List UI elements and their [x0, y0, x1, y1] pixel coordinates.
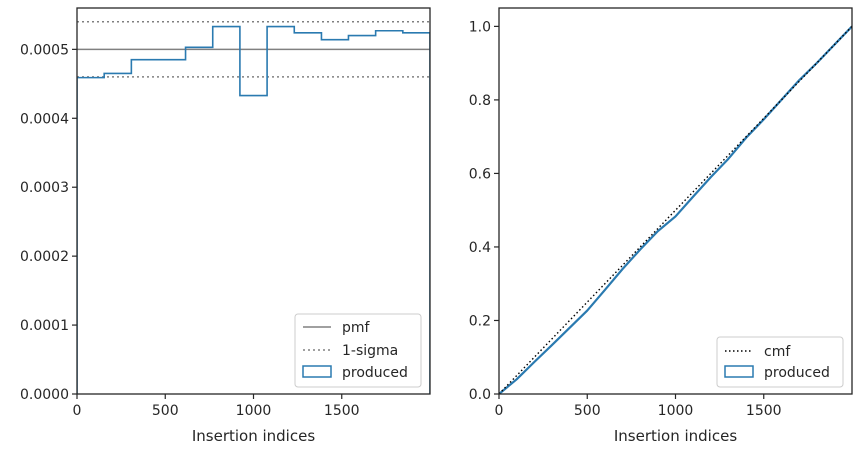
y-tick-label: 0.0 [469, 387, 491, 403]
plot-area [499, 25, 852, 394]
y-tick-label: 0.2 [469, 313, 491, 329]
x-tick-label: 0 [495, 403, 504, 419]
x-tick-label: 1500 [324, 403, 360, 419]
y-tick-label: 0.6 [469, 166, 491, 182]
x-tick-label: 1500 [746, 403, 782, 419]
cmf-line [499, 25, 852, 394]
x-tick-label: 500 [574, 403, 601, 419]
legend-box [716, 336, 844, 388]
x-tick-label: 1000 [236, 403, 272, 419]
y-tick-label: 0.0005 [20, 42, 69, 58]
legend: cmf produced [716, 336, 844, 388]
plot-area [77, 21, 430, 394]
plot-frame [498, 7, 853, 395]
legend-produced-label: produced [764, 365, 830, 381]
y-tick-label: 0.0004 [20, 111, 69, 127]
x-axis-title: Insertion indices [192, 427, 315, 445]
y-tick-label: 0.0002 [20, 249, 69, 265]
legend-box [294, 313, 422, 388]
x-axis-title: Insertion indices [614, 427, 737, 445]
legend-produced-label: produced [342, 365, 408, 381]
legend-produced-swatch [724, 365, 754, 378]
legend: pmf 1-sigma produced [294, 313, 422, 388]
legend-produced-swatch [302, 365, 332, 378]
legend-pmf-label: pmf [342, 320, 371, 336]
y-tick-label: 0.4 [469, 240, 491, 256]
x-tick-label: 500 [152, 403, 179, 419]
x-tick-label: 0 [73, 403, 82, 419]
y-tick-label: 0.0003 [20, 180, 69, 196]
y-tick-label: 0.8 [469, 93, 491, 109]
legend-sigma-label: 1-sigma [342, 343, 398, 359]
legend-cmf-label: cmf [764, 344, 791, 360]
y-tick-label: 0.0000 [20, 387, 69, 403]
produced-histogram [77, 25, 430, 394]
x-tick-label: 1000 [658, 403, 694, 419]
y-tick-label: 1.0 [469, 19, 491, 35]
cmf-line-chart: 0 500 1000 1500 0.0 0.2 0.4 0.6 0.8 1.0 Insertion … [469, 7, 853, 445]
y-tick-label: 0.0001 [20, 318, 69, 334]
pmf-histogram-chart: 0 500 1000 1500 0.0000 0.0001 0.0002 0.0003 0.00… [20, 7, 431, 445]
